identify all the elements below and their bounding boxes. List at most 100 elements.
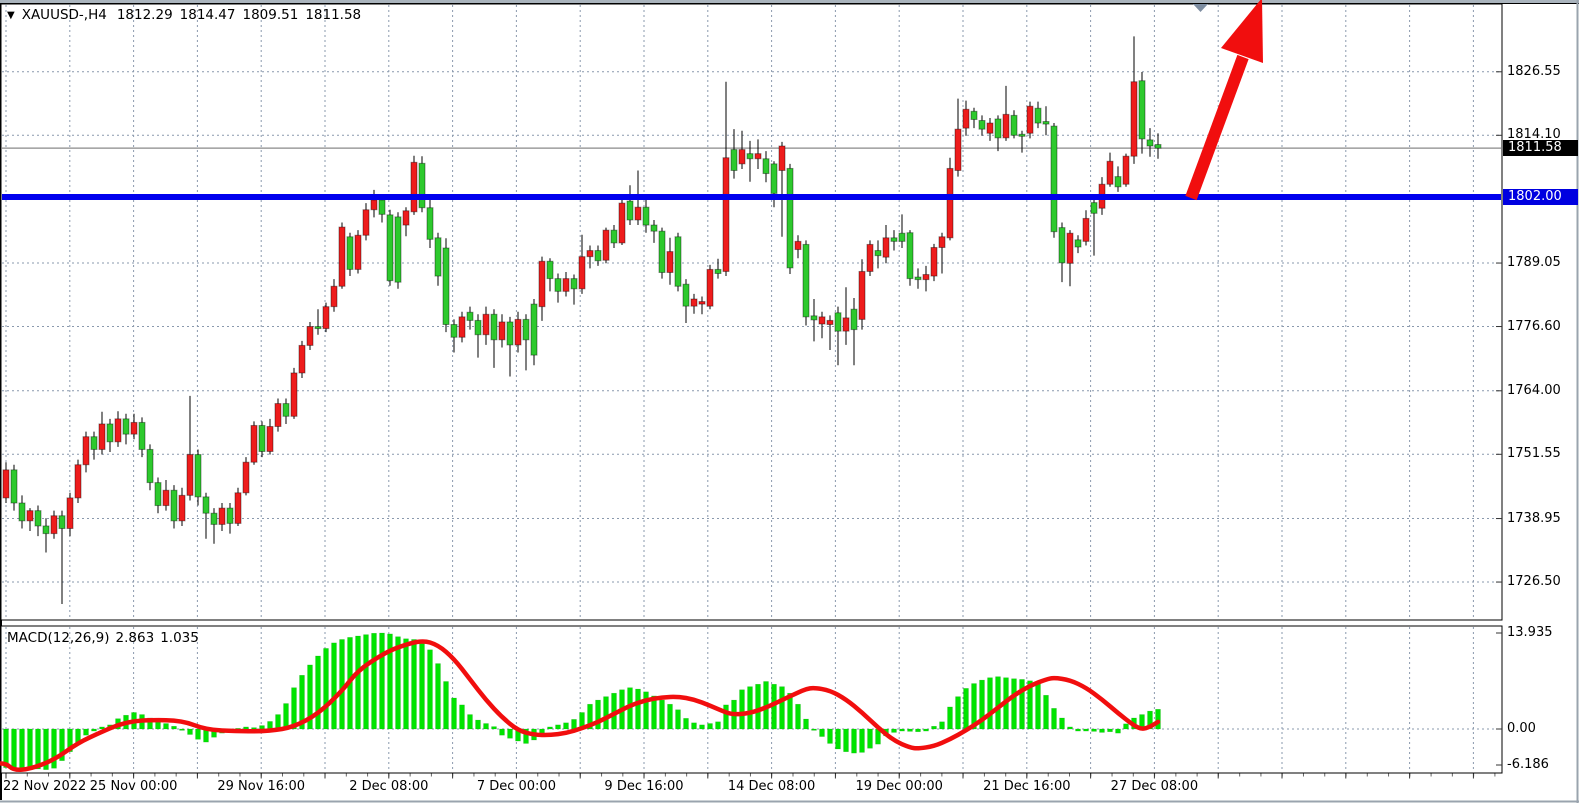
macd-bar (371, 632, 377, 730)
macd-bar (547, 726, 553, 730)
candle-body (362, 209, 370, 236)
candle-body (1114, 176, 1122, 188)
candle-body (834, 312, 842, 332)
candle-body (306, 326, 314, 346)
macd-tick-label: 13.935 (1507, 625, 1553, 640)
macd-bar (427, 649, 433, 730)
macd-bar (667, 703, 673, 730)
trend-arrow-head[interactable] (1221, 0, 1263, 63)
price-tick-label: 1814.10 (1507, 127, 1561, 143)
candle-body (314, 326, 322, 330)
macd-bar (683, 718, 689, 730)
macd-bar (835, 728, 841, 750)
macd-bar (283, 703, 289, 730)
macd-bar (675, 709, 681, 730)
candle-body (498, 321, 506, 341)
macd-bar (995, 676, 1001, 730)
ohlc-low: 1809.51 (242, 7, 299, 23)
candle-body (914, 276, 922, 281)
macd-bar (443, 681, 449, 730)
candle-body (602, 229, 610, 261)
candle-body (18, 502, 26, 522)
candle-body (410, 161, 418, 213)
macd-bar (811, 728, 817, 731)
macd-bar (275, 714, 281, 730)
main-panel-frame[interactable] (0, 3, 1503, 621)
candle-body (114, 418, 122, 443)
macd-bar (747, 686, 753, 730)
candle-body (930, 246, 938, 277)
candle-body (946, 167, 954, 239)
candle-body (666, 251, 674, 273)
candle-body (354, 234, 362, 270)
date-label: 2 Dec 08:00 (349, 779, 429, 794)
candle-body (746, 153, 754, 160)
candle-body (258, 424, 266, 452)
price-tick-label: 1738.95 (1507, 510, 1561, 526)
macd-bar (1115, 728, 1121, 734)
macd-bar (523, 728, 529, 744)
macd-signal-line (0, 639, 1161, 773)
macd-bar (651, 695, 657, 730)
ohlc-high: 1814.47 (179, 7, 236, 23)
macd-bar (899, 728, 905, 732)
macd-bar (451, 697, 457, 730)
candle-body (1042, 121, 1050, 125)
candle-body (722, 157, 730, 272)
candle-body (642, 206, 650, 226)
macd-bar (1059, 717, 1065, 730)
macd-histogram (3, 632, 1161, 771)
date-label: 21 Dec 16:00 (983, 779, 1071, 794)
price-tick-label: 1751.55 (1507, 446, 1561, 462)
candle-body (650, 224, 658, 232)
trend-arrow[interactable] (1185, 0, 1263, 201)
candle-body (1034, 107, 1042, 124)
candle-body (626, 200, 634, 221)
macd-bar (3, 728, 9, 768)
candle-body (1082, 217, 1090, 242)
symbol-dropdown-icon[interactable]: ▼ (7, 10, 15, 21)
macd-bar (411, 639, 417, 730)
macd-bar (923, 728, 929, 732)
candle-body (450, 324, 458, 338)
candle-body (1050, 125, 1058, 233)
candle-body (610, 229, 618, 244)
macd-bar (179, 728, 185, 731)
trend-arrow-shaft[interactable] (1185, 54, 1249, 201)
candle-body (562, 278, 570, 292)
candle-body (234, 492, 242, 524)
candle-body (674, 236, 682, 287)
macd-bar (83, 728, 89, 736)
macd-bar (715, 721, 721, 730)
candle-body (546, 260, 554, 280)
top-marker-icon[interactable] (1193, 4, 1208, 12)
macd-bar (43, 728, 49, 770)
price-axis[interactable]: 1811.58 1802.00 1826.55 1814.10 1789.05 177… (1503, 0, 1579, 773)
macd-bar (483, 723, 489, 730)
gridlines (2, 5, 1501, 772)
candle-body (418, 162, 426, 209)
price-tick-label: 1789.05 (1507, 255, 1561, 271)
macd-bar (395, 636, 401, 730)
ohlc-open: 1812.29 (116, 7, 173, 23)
macd-bar (571, 719, 577, 730)
candle-body (586, 250, 594, 258)
candle-body (98, 423, 106, 450)
candle-body (1018, 133, 1026, 137)
candle-body (290, 372, 298, 417)
macd-bar (267, 721, 273, 730)
candle-body (922, 274, 930, 281)
macd-bar (1019, 679, 1025, 730)
current-price-badge: 1811.58 (1503, 140, 1578, 157)
candle-body (826, 319, 834, 326)
candle-body (1090, 202, 1098, 214)
candle-body (1058, 227, 1066, 264)
time-axis[interactable]: 22 Nov 2022 25 Nov 00:00 29 Nov 16:00 2 Dec… (0, 777, 1502, 799)
macd-bar (163, 723, 169, 730)
macd-bar (867, 728, 873, 749)
candle-body (978, 120, 986, 130)
macd-axis[interactable]: 13.935 0.00 -6.186 (1503, 0, 1579, 773)
macd-bar (19, 728, 25, 771)
macd-bar (915, 728, 921, 733)
